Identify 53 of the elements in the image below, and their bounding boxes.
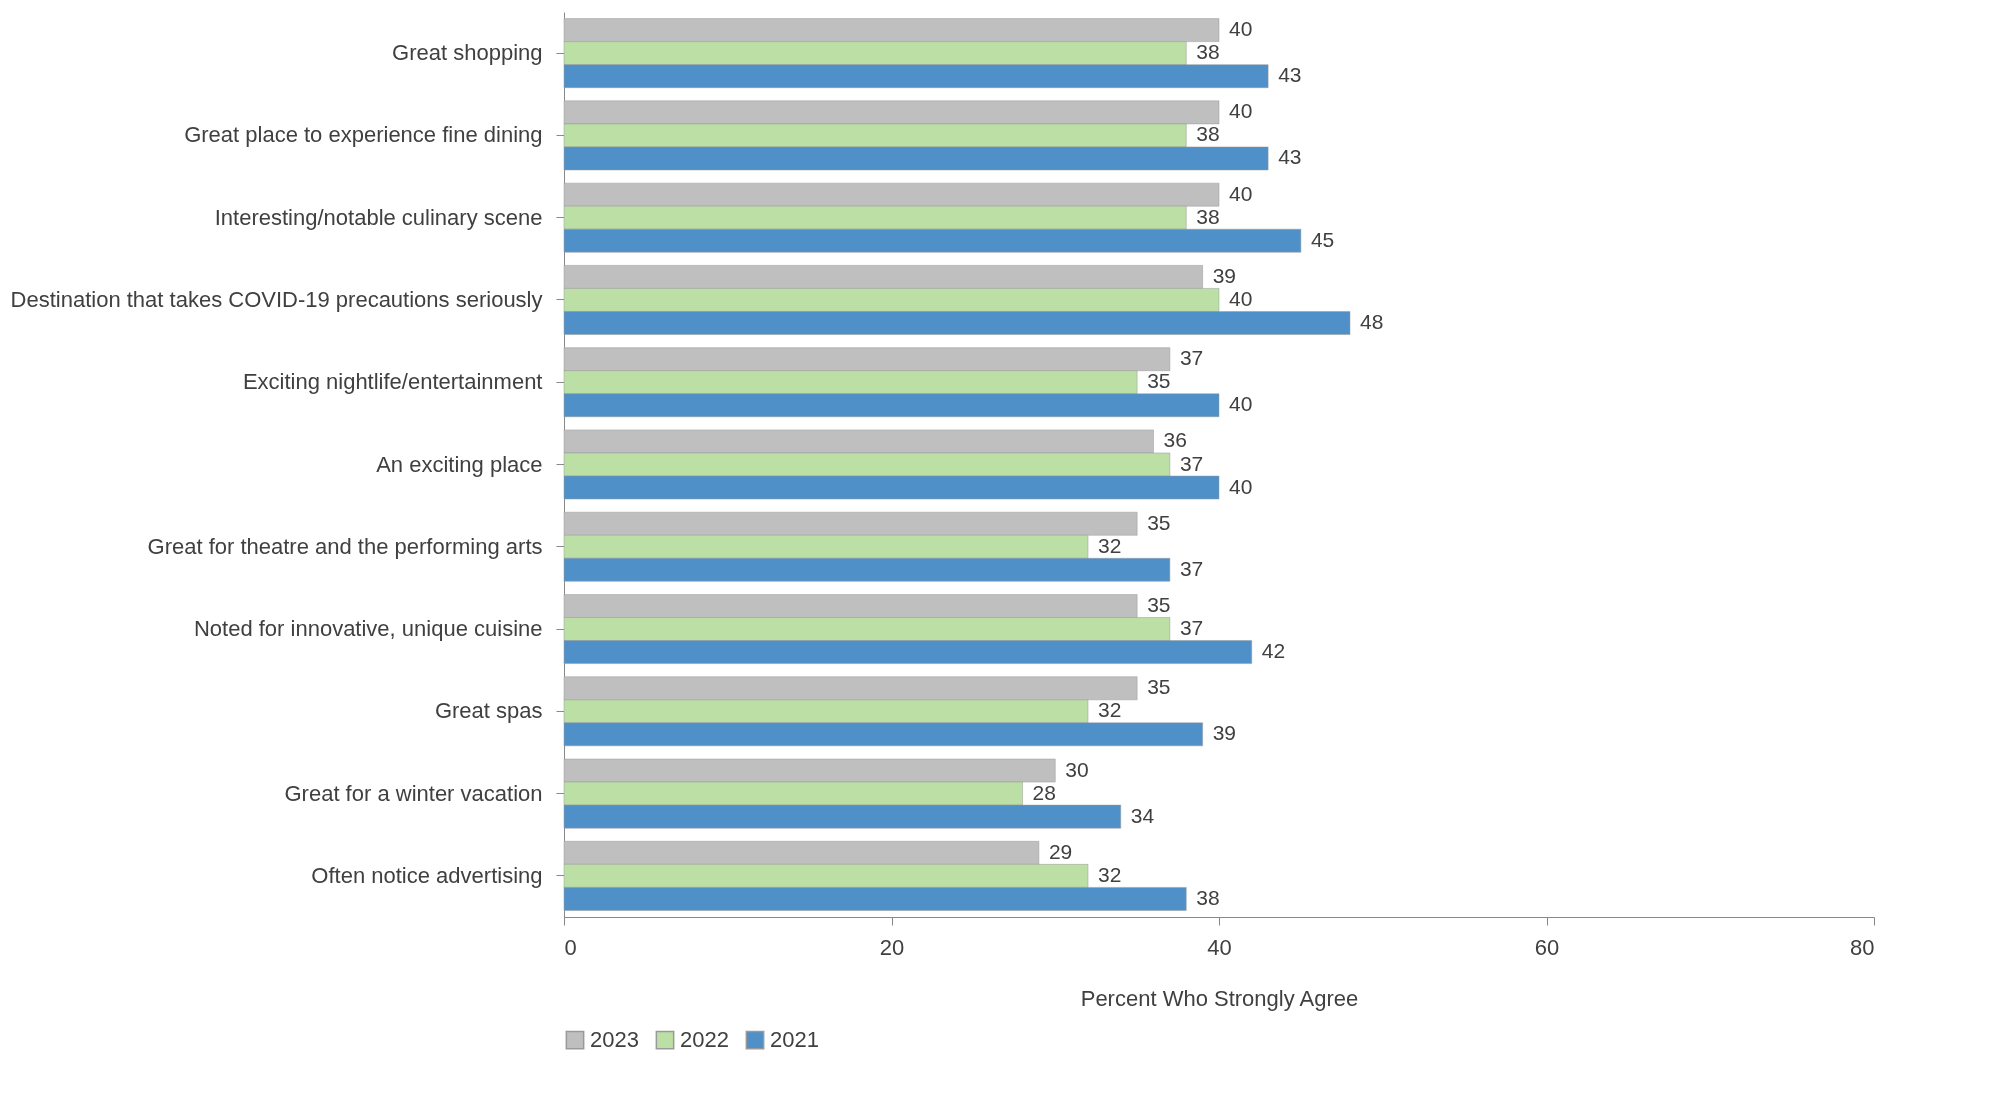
data-label: 38 — [1196, 40, 1220, 64]
data-label: 37 — [1179, 346, 1204, 370]
data-label: 48 — [1360, 309, 1384, 333]
data-label: 36 — [1163, 428, 1187, 452]
data-label: 38 — [1196, 204, 1220, 228]
data-label: 37 — [1179, 451, 1204, 475]
x-tick-label: 20 — [879, 934, 905, 960]
data-label: 37 — [1179, 616, 1204, 640]
data-label: 39 — [1212, 721, 1236, 745]
data-label: 35 — [1147, 369, 1171, 393]
x-tick-label: 80 — [1850, 934, 1875, 960]
data-label: 40 — [1229, 17, 1253, 41]
data-label: 35 — [1147, 593, 1171, 617]
data-label: 35 — [1147, 510, 1171, 534]
legend-label: 2021 — [770, 1027, 819, 1053]
data-label: 40 — [1229, 181, 1253, 205]
data-label: 38 — [1196, 885, 1220, 909]
legend-label: 2023 — [590, 1027, 639, 1053]
data-label: 28 — [1032, 780, 1056, 804]
y-tick-label: Exciting nightlife/entertainment — [242, 369, 543, 395]
y-tick-label: Great for a winter vacation — [284, 780, 543, 806]
x-axis-title: Percent Who Strongly Agree — [1080, 985, 1359, 1011]
data-label: 42 — [1261, 639, 1286, 663]
data-label: 37 — [1179, 556, 1204, 580]
y-tick-label: Destination that takes COVID-19 precautions seriously — [10, 286, 543, 312]
data-label: 40 — [1229, 392, 1253, 416]
y-tick-label: Great shopping — [392, 40, 543, 66]
data-label: 40 — [1229, 286, 1253, 310]
data-label: 32 — [1098, 698, 1122, 722]
y-tick-label: Great for theatre and the performing arts — [147, 533, 543, 559]
data-label: 45 — [1310, 227, 1335, 251]
data-label: 43 — [1278, 145, 1302, 169]
y-tick-label: Great place to experience fine dining — [184, 122, 543, 148]
data-label: 38 — [1196, 122, 1220, 146]
data-label: 32 — [1098, 533, 1122, 557]
y-tick-label: Often notice advertising — [311, 862, 543, 888]
data-label: 29 — [1048, 839, 1073, 863]
legend-label: 2022 — [680, 1027, 729, 1053]
data-label: 43 — [1278, 63, 1302, 87]
y-tick-label: An exciting place — [376, 451, 543, 477]
y-tick-label: Interesting/notable culinary scene — [214, 204, 543, 230]
data-label: 39 — [1212, 263, 1236, 287]
y-tick-label: Noted for innovative, unique cuisine — [193, 616, 543, 642]
x-tick-label: 60 — [1534, 934, 1560, 960]
x-tick-label: 0 — [564, 934, 577, 960]
data-label: 40 — [1229, 99, 1253, 123]
data-label: 40 — [1229, 474, 1253, 498]
data-label: 32 — [1098, 862, 1122, 886]
data-label: 34 — [1130, 803, 1155, 827]
data-label: 35 — [1147, 675, 1171, 699]
data-label: 30 — [1065, 757, 1089, 781]
y-tick-label: Great spas — [434, 698, 543, 724]
x-tick-label: 40 — [1207, 934, 1232, 960]
